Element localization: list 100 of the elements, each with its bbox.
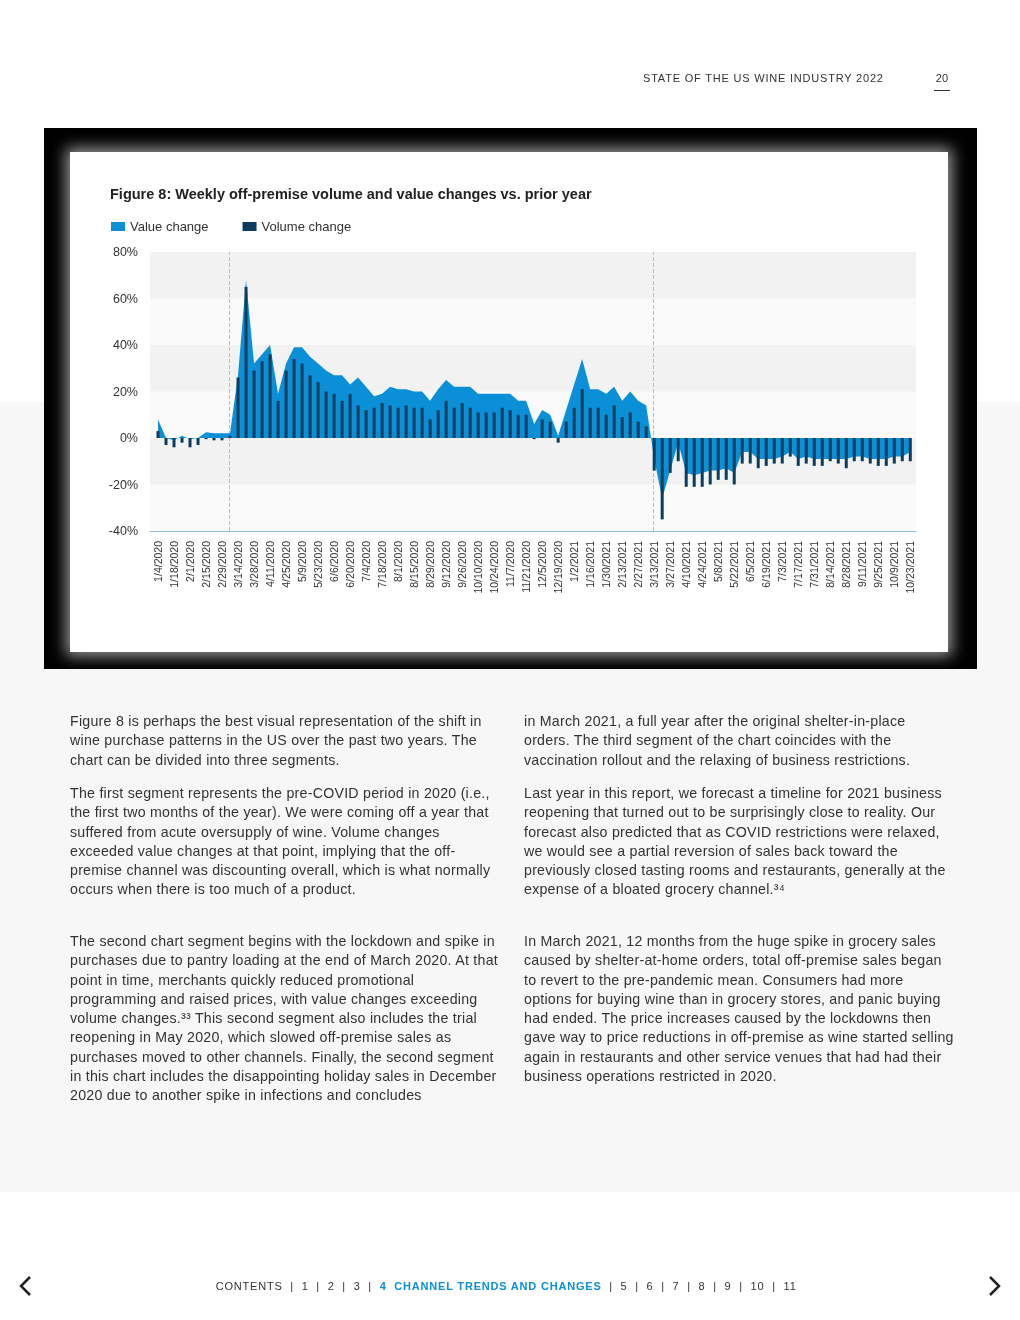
- x-tick-label: 9/26/2020: [456, 540, 469, 588]
- bar: [468, 407, 472, 438]
- bar: [556, 438, 560, 443]
- bar: [900, 438, 904, 462]
- x-tick-label: 1/2/2021: [568, 540, 581, 582]
- bar: [356, 405, 360, 438]
- bar: [284, 370, 288, 438]
- bar: [828, 438, 832, 462]
- x-tick-label: 3/28/2020: [248, 540, 261, 588]
- x-tick-label: 1/30/2021: [600, 540, 613, 588]
- text: Last year in this report, we forecast a timeline for 2021 business reopening that turned out to be surprisingly close to reality. Our forecast also predicted that as COVID restrictions were relaxed, we would see a partial reversion of sales back toward the previously closed tasting rooms and restaurants, generally at the expense of a bloated grocery channel.³⁴: [524, 784, 947, 900]
- x-tick-label: 3/13/2021: [648, 540, 661, 588]
- bar: [812, 438, 816, 466]
- y-tick-label: -40%: [108, 524, 138, 538]
- x-tick-label: 7/3/2021: [776, 540, 789, 582]
- bar: [540, 419, 544, 438]
- x-tick-label: 3/27/2021: [664, 540, 677, 588]
- x-tick-label: 8/14/2021: [824, 540, 837, 588]
- bar: [340, 400, 344, 438]
- bar: [796, 438, 800, 466]
- bar: [740, 438, 744, 464]
- x-tick-label: 1/16/2021: [584, 540, 597, 588]
- bar: [316, 382, 320, 438]
- bar: [748, 438, 752, 464]
- x-tick-label: 9/11/2021: [856, 540, 869, 587]
- bar: [172, 438, 176, 448]
- x-tick-label: 2/13/2021: [616, 540, 629, 588]
- bar: [268, 354, 272, 438]
- bar: [860, 438, 864, 462]
- x-tick-label: 5/8/2021: [712, 540, 725, 582]
- y-tick-label: -20%: [108, 477, 138, 492]
- bar: [844, 438, 848, 469]
- x-tick-label: 2/1/2020: [184, 540, 197, 582]
- bar: [716, 438, 720, 480]
- x-tick-label: 10/9/2021: [888, 540, 901, 588]
- bar: [420, 407, 424, 438]
- bar: [628, 412, 632, 438]
- x-tick-label: 1/4/2020: [152, 540, 164, 582]
- bar: [436, 410, 440, 438]
- x-tick-label: 6/19/2021: [760, 540, 773, 588]
- text: 20: [934, 71, 950, 91]
- bar: [452, 407, 456, 438]
- bar: [908, 438, 912, 462]
- text: CONTENTS | 1 | 2 | 3 |: [215, 1280, 372, 1292]
- x-tick-label: 7/31/2021: [808, 540, 821, 588]
- x-tick-label: 4/24/2021: [696, 540, 709, 588]
- y-tick-label: 60%: [112, 291, 138, 306]
- legend-label: Value change: [130, 219, 209, 234]
- x-tick-label: 6/5/2021: [744, 540, 757, 582]
- x-tick-label: 12/19/2020: [552, 540, 565, 594]
- x-tick-label: 5/22/2021: [728, 540, 741, 588]
- bar: [580, 389, 584, 438]
- bar: [692, 438, 696, 487]
- bar: [572, 407, 576, 438]
- bar: [564, 421, 568, 438]
- x-tick-label: 2/29/2020: [216, 540, 229, 588]
- bar: [308, 375, 312, 438]
- bar: [596, 407, 600, 438]
- bar: [380, 403, 384, 438]
- bar: [236, 377, 240, 438]
- bar: [700, 438, 704, 487]
- bar: [276, 400, 280, 438]
- x-tick-label: 6/20/2020: [344, 540, 357, 588]
- text: STATE OF THE US WINE INDUSTRY 2022: [643, 71, 885, 85]
- bar: [884, 438, 888, 466]
- x-tick-label: 4/11/2020: [264, 540, 277, 587]
- x-tick-label: 3/14/2020: [232, 540, 245, 588]
- bar: [676, 438, 680, 462]
- text: in March 2021, a full year after the original shelter-in-place orders. The third segment of the chart coincides with the vaccination rollout and the relaxing of business restrictions.: [524, 712, 912, 770]
- y-tick-label: 20%: [112, 384, 138, 399]
- x-tick-label: 10/10/2020: [472, 540, 485, 594]
- bar: [772, 438, 776, 464]
- x-tick-label: 2/15/2020: [200, 540, 213, 588]
- bar: [364, 410, 368, 438]
- bar: [412, 407, 416, 438]
- x-tick-label: 7/4/2020: [360, 540, 373, 582]
- bar: [804, 438, 808, 464]
- y-tick-label: 0%: [119, 431, 138, 445]
- bar: [756, 438, 760, 469]
- bar: [548, 421, 552, 438]
- bar: [404, 405, 408, 438]
- bar: [644, 426, 648, 438]
- x-tick-label: 11/7/2020: [504, 540, 517, 587]
- bar: [484, 412, 488, 438]
- bar: [492, 412, 496, 438]
- bar: [300, 363, 304, 438]
- bar: [652, 438, 656, 471]
- bar: [396, 407, 400, 438]
- bar: [508, 410, 512, 438]
- text: 4 CHANNEL TRENDS AND CHANGES: [379, 1280, 602, 1292]
- bar: [868, 438, 872, 464]
- bar: [660, 438, 664, 520]
- bar: [852, 438, 856, 462]
- x-tick-label: 11/21/2020: [520, 540, 533, 593]
- x-tick-label: 10/24/2020: [488, 540, 501, 594]
- x-tick-label: 7/18/2020: [376, 540, 389, 588]
- bar: [820, 438, 824, 466]
- text: The first segment represents the pre-COVID period in 2020 (i.e., the first two months of the year). We were coming off a year that suffered from acute oversupply of wine. Volume changes exceeded value changes at that point, implying that the off-premise channel was discounting overall, which is what normally occurs when there is too much of a product.: [70, 784, 492, 900]
- y-tick-label: 80%: [112, 245, 138, 259]
- bar: [460, 403, 464, 438]
